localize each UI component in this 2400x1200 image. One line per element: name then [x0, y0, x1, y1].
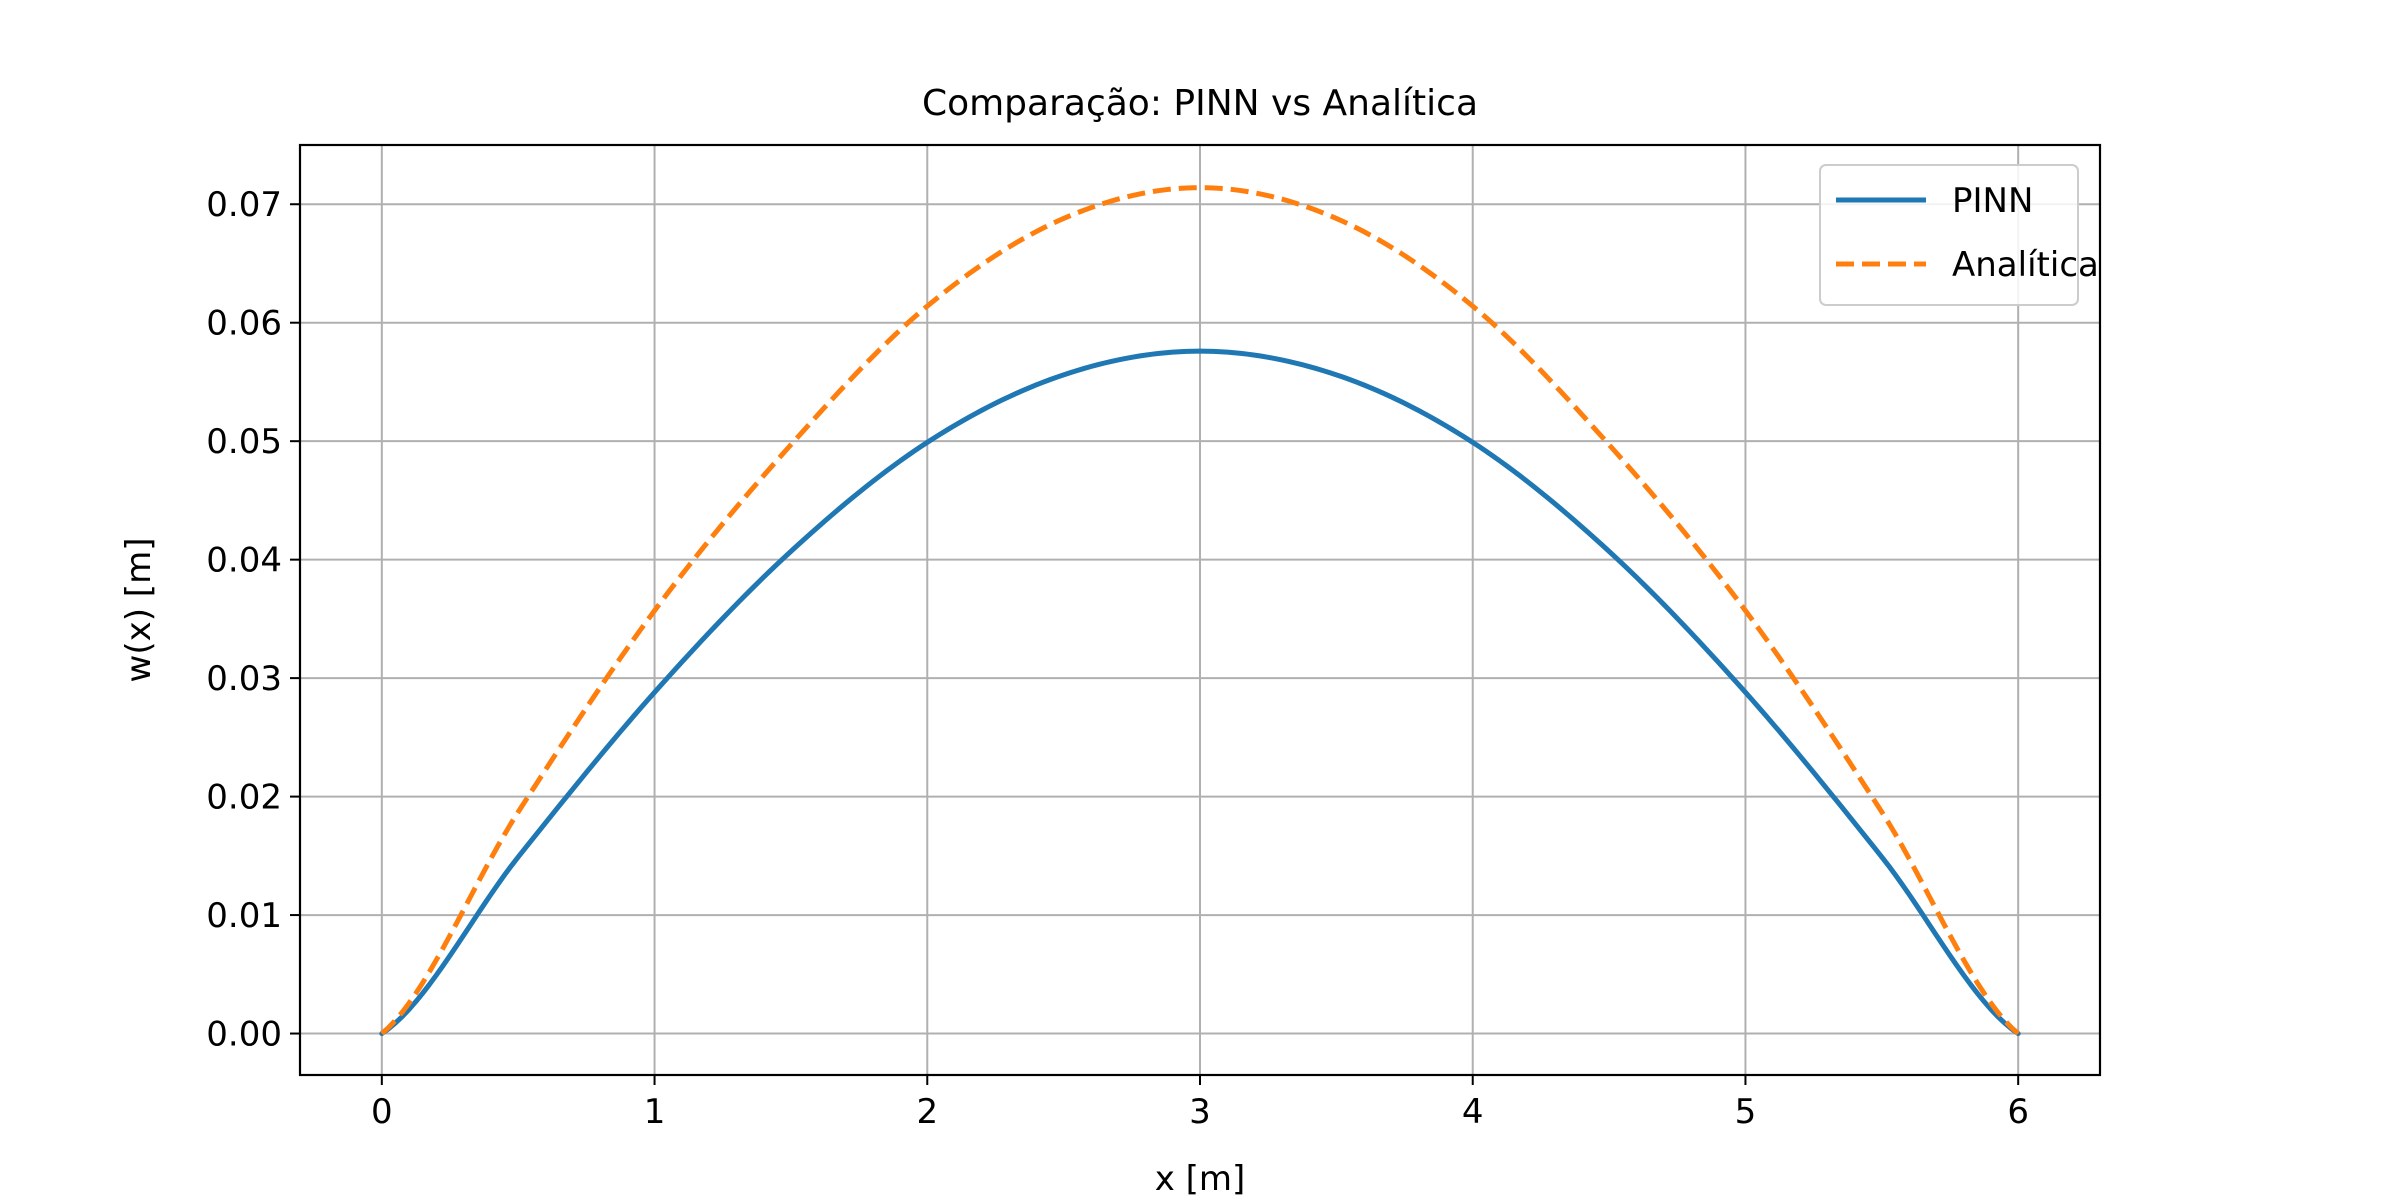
chart-title: Comparação: PINN vs Analítica — [922, 83, 1478, 124]
y-tick-label: 0.00 — [206, 1015, 282, 1055]
y-tick-label: 0.07 — [206, 185, 282, 225]
x-tick-label: 3 — [1189, 1092, 1211, 1132]
y-axis-label: w(x) [m] — [119, 538, 159, 683]
x-tick-label: 5 — [1735, 1092, 1757, 1132]
y-tick-label: 0.03 — [206, 659, 282, 699]
series-line-pinn — [379, 348, 2021, 1037]
legend-label-pinn: PINN — [1952, 181, 2033, 221]
x-tick-label: 2 — [916, 1092, 938, 1132]
x-tick-label: 1 — [644, 1092, 666, 1132]
x-tick-label: 0 — [371, 1092, 393, 1132]
y-tick-label: 0.06 — [206, 304, 282, 344]
series-layer — [379, 185, 2021, 1037]
x-tick-label: 4 — [1462, 1092, 1484, 1132]
y-tick-label: 0.02 — [206, 778, 282, 818]
x-axis-label: x [m] — [1155, 1159, 1246, 1199]
y-tick-label: 0.01 — [206, 896, 282, 936]
x-tick-label: 6 — [2007, 1092, 2029, 1132]
series-line-analitica — [380, 185, 2020, 1036]
ticks: 0 1 2 3 4 5 6 0.00 0.01 0.02 0.03 0.04 0.05 0.06 0.07 — [206, 185, 2029, 1132]
y-tick-label: 0.05 — [206, 422, 282, 462]
grid — [300, 145, 2100, 1075]
y-tick-label: 0.04 — [206, 541, 282, 581]
legend-label-analitica: Analítica — [1952, 245, 2099, 285]
legend: PINN Analítica — [1819, 164, 2099, 306]
